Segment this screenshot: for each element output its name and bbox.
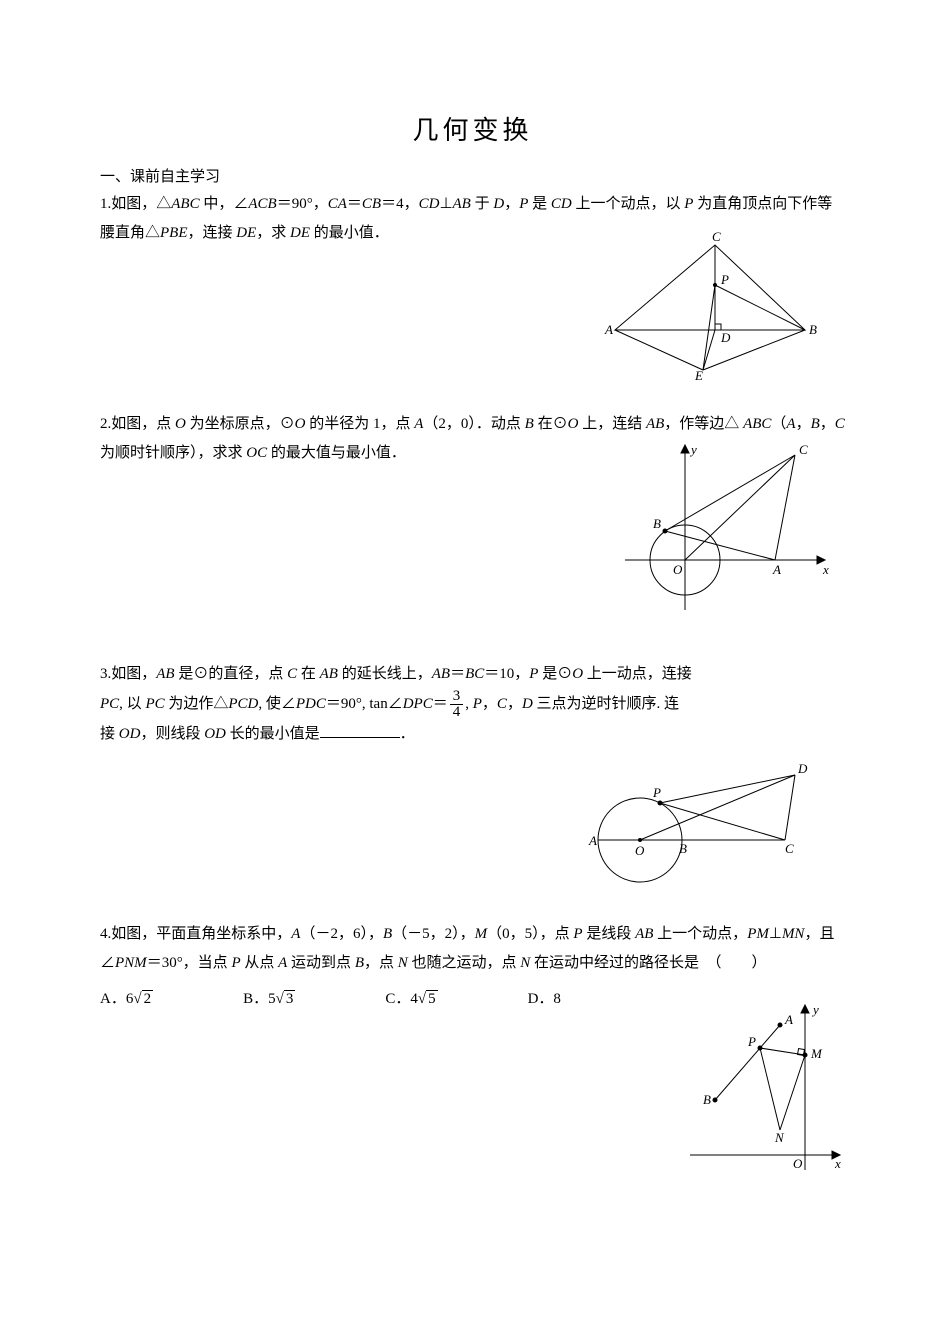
fig2-label-B: B <box>653 516 661 531</box>
fig3-label-B: B <box>679 841 687 856</box>
fig1-label-A: A <box>604 322 613 337</box>
problem-3-text1: 如图，AB 是⊙的直径，点 C 在 AB 的延长线上，AB＝BC＝10，P 是⊙… <box>111 666 692 682</box>
problem-3-text2: PC, 以 PC 为边作△PCD, 使∠PDC＝90°, tan∠DPC＝ <box>100 695 448 711</box>
fig3-label-O: O <box>635 843 645 858</box>
figure-3: A O B C P D <box>585 755 815 896</box>
fig3-label-A: A <box>588 833 597 848</box>
choice-A: A．6√2 <box>100 985 153 1014</box>
problem-3-text4: 接 OD，则线段 OD 长的最小值是 <box>100 726 320 742</box>
problem-1: 1.如图，△ABC 中，∠ACB＝90°，CA＝CB＝4，CD⊥AB 于 D，P… <box>100 190 845 370</box>
problem-3-blank <box>320 723 400 738</box>
fig4-label-B: B <box>703 1092 711 1107</box>
problem-3: 3.如图，AB 是⊙的直径，点 C 在 AB 的延长线上，AB＝BC＝10，P … <box>100 660 845 880</box>
fig1-label-P: P <box>720 272 729 287</box>
fig3-label-C: C <box>785 841 794 856</box>
figure-1: A B C D E P <box>595 230 825 391</box>
problem-3-number: 3. <box>100 666 111 682</box>
problem-2-number: 2. <box>100 416 111 432</box>
fig4-label-M: M <box>810 1046 823 1061</box>
fig2-label-O: O <box>673 562 683 577</box>
fig4-label-N: N <box>774 1130 785 1145</box>
problem-1-number: 1. <box>100 196 111 212</box>
fig3-label-P: P <box>652 785 661 800</box>
fig4-label-O: O <box>793 1156 803 1171</box>
problem-4: 4.如图，平面直角坐标系中，A（－2，6），B（－5，2），M（0，5），点 P… <box>100 920 845 1120</box>
fig4-label-A: A <box>784 1012 793 1027</box>
problem-3-text5: ． <box>400 726 415 742</box>
choice-B: B．5√3 <box>243 985 295 1014</box>
fig1-label-C: C <box>712 230 721 244</box>
fig2-label-x: x <box>822 562 829 577</box>
figure-4: O A B M N P x y <box>685 1000 845 1191</box>
fig3-label-D: D <box>797 761 808 776</box>
choice-D: D．8 <box>528 985 561 1014</box>
fig2-label-A: A <box>772 562 781 577</box>
fig1-label-B: B <box>809 322 817 337</box>
problem-3-text3: , P，C，D 三点为逆时针顺序. 连 <box>465 695 679 711</box>
problem-2: 2.如图，点 O 为坐标原点，⊙O 的半径为 1，点 A（2，0）．动点 B 在… <box>100 410 845 620</box>
fig1-label-E: E <box>694 368 703 380</box>
figure-2: O A B C x y <box>625 440 835 631</box>
page-title: 几何变换 <box>100 110 845 147</box>
choice-C: C．4√5 <box>385 985 437 1014</box>
section-header: 一、课前自主学习 <box>100 165 845 186</box>
fig4-label-y: y <box>811 1002 819 1017</box>
fig2-label-y: y <box>689 442 697 457</box>
fig4-label-P: P <box>747 1034 756 1049</box>
problem-3-fraction: 34 <box>450 689 464 720</box>
fig1-label-D: D <box>720 330 731 345</box>
fig4-label-x: x <box>834 1156 841 1171</box>
problem-4-number: 4. <box>100 926 111 942</box>
problem-4-text: 如图，平面直角坐标系中，A（－2，6），B（－5，2），M（0，5），点 P 是… <box>100 926 834 971</box>
fig2-label-C: C <box>799 442 808 457</box>
